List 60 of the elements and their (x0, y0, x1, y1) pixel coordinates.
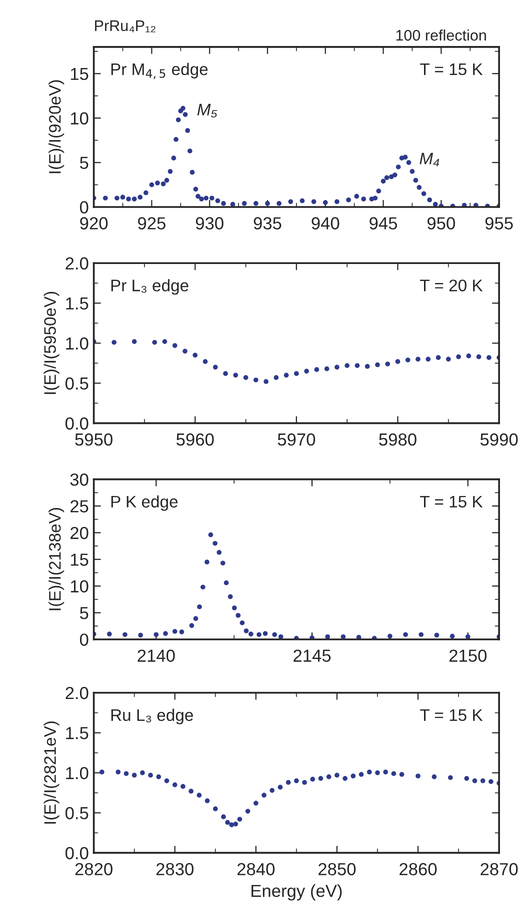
y-axis-title: I(E)/I(2138eV) (48, 508, 64, 610)
x-tick-label: 925 (138, 217, 166, 230)
y-tick-label: 1.0 (66, 766, 88, 780)
y-tick-label: 30 (70, 473, 88, 486)
y-tick-label: 5 (80, 607, 88, 620)
x-tick-label: 940 (312, 217, 340, 230)
x-tick-label: 5980 (379, 433, 416, 446)
x-axis-title: Energy (eV) (252, 884, 342, 900)
x-tick-label: 2850 (318, 863, 356, 876)
x-tick-label: 5960 (176, 433, 214, 446)
x-tick-label: 5990 (480, 433, 518, 446)
annotation: P K edge (111, 495, 178, 511)
x-tick-label: 5950 (75, 433, 112, 446)
annotation: T = 20 K (420, 280, 483, 292)
y-tick-label: 0.0 (65, 417, 88, 430)
x-tick-label: 5970 (278, 433, 316, 446)
x-tick-label: 945 (370, 217, 398, 230)
y-tick-label: 0 (80, 634, 88, 646)
chart-title: PrRu₄P₁₂ (95, 20, 156, 32)
annotation: Pr M$_{4,5}$ edge (111, 62, 208, 80)
x-tick-label: 2140 (138, 650, 175, 662)
x-tick-label: 950 (428, 217, 455, 230)
x-tick-label: 2870 (480, 863, 518, 876)
annotation: T = 15 K (420, 709, 483, 722)
x-tick-label: 2145 (294, 650, 331, 662)
x-tick-label: 2830 (156, 863, 194, 876)
x-tick-label: 2820 (75, 863, 112, 876)
annotation: Ru L₃ edge (111, 708, 193, 724)
annotation: T = 15 K (420, 64, 483, 76)
annotation: M₄ (420, 152, 440, 166)
y-tick-label: 0.0 (65, 847, 88, 860)
y-tick-label: 10 (70, 112, 88, 125)
x-tick-label: 2860 (400, 863, 437, 876)
y-axis-title: I(E)/I(2821eV) (44, 721, 60, 824)
y-tick-label: 15 (70, 68, 88, 80)
y-tick-label: 1.5 (66, 727, 88, 740)
x-tick-label: 930 (196, 217, 224, 230)
y-tick-label: 20 (70, 526, 88, 540)
y-tick-label: 2.0 (66, 686, 88, 700)
x-tick-label: 2840 (237, 863, 275, 876)
y-tick-label: 1.0 (66, 337, 88, 350)
annotation: M₅ (197, 104, 218, 118)
y-tick-label: 0 (80, 201, 88, 214)
y-axis-title: I(E)/I(920eV) (48, 80, 64, 174)
y-tick-label: 5 (80, 156, 88, 169)
y-tick-label: 0.5 (65, 377, 88, 390)
annotation: T = 15 K (420, 496, 483, 508)
y-tick-label: 10 (70, 580, 88, 592)
x-tick-label: 935 (254, 217, 282, 230)
y-axis-title: I(E)/I(5950eV) (44, 292, 60, 394)
y-tick-label: 25 (70, 500, 88, 512)
chart-subtitle: 100 reflection (396, 29, 486, 41)
x-tick-label: 920 (80, 217, 108, 230)
annotation: Pr L₃ edge (111, 279, 188, 295)
y-tick-label: 2.0 (66, 257, 88, 270)
y-tick-label: 1.5 (66, 297, 88, 310)
x-tick-label: 955 (485, 217, 513, 230)
y-tick-label: 15 (70, 554, 88, 566)
y-tick-label: 0.5 (65, 806, 88, 820)
x-tick-label: 2150 (449, 650, 487, 662)
